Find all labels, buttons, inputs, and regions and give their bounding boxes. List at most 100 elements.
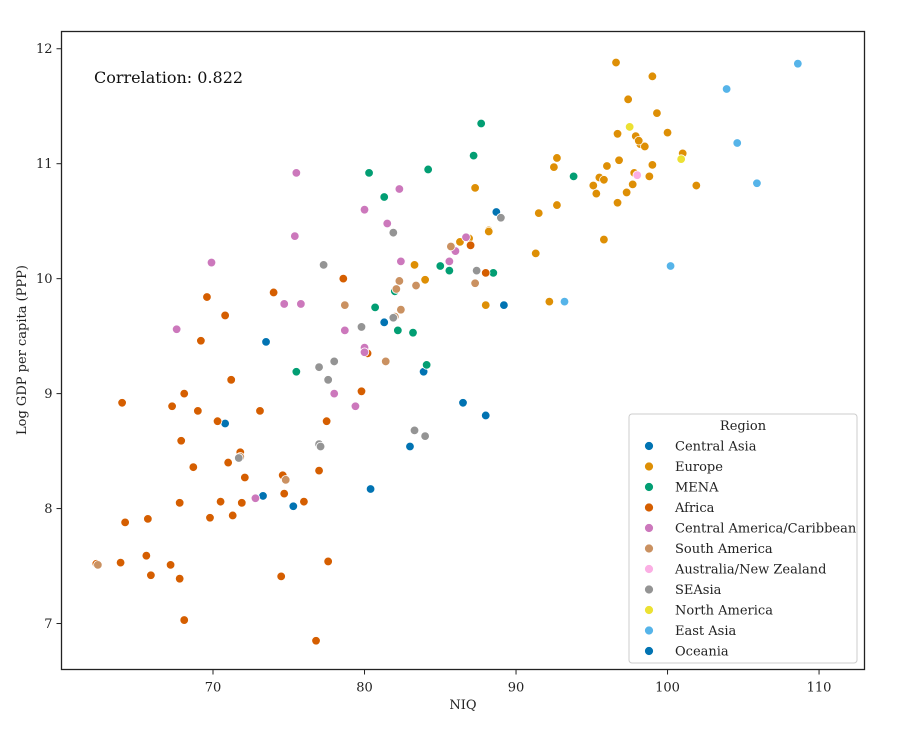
data-point bbox=[405, 441, 415, 452]
data-point bbox=[379, 192, 389, 202]
y-tick-label: 10 bbox=[36, 272, 53, 287]
data-point bbox=[359, 347, 370, 357]
legend-label: Australia/New Zealand bbox=[674, 563, 826, 578]
data-point bbox=[240, 472, 250, 483]
data-point bbox=[409, 425, 420, 436]
data-point bbox=[602, 161, 612, 171]
data-point bbox=[146, 570, 156, 580]
legend-label: Europe bbox=[675, 460, 723, 475]
data-point bbox=[552, 200, 562, 210]
data-point bbox=[340, 325, 350, 336]
legend-marker bbox=[644, 543, 654, 554]
legend-marker bbox=[644, 482, 654, 492]
data-point bbox=[481, 300, 491, 310]
data-point bbox=[212, 416, 223, 426]
data-point bbox=[288, 501, 299, 511]
legend-marker bbox=[644, 625, 654, 636]
data-point bbox=[188, 462, 199, 472]
data-point bbox=[176, 436, 186, 446]
data-point bbox=[234, 453, 244, 463]
data-point bbox=[268, 287, 279, 298]
data-point bbox=[255, 406, 265, 416]
legend-label: East Asia bbox=[675, 624, 736, 639]
data-point bbox=[471, 265, 482, 276]
data-point bbox=[552, 153, 562, 163]
data-point bbox=[599, 175, 609, 185]
x-tick-label: 70 bbox=[205, 681, 222, 696]
data-point bbox=[228, 510, 238, 521]
data-point bbox=[196, 336, 206, 346]
legend-label: Oceania bbox=[675, 645, 729, 660]
data-point bbox=[179, 388, 189, 399]
legend-label: North America bbox=[675, 604, 773, 619]
data-point bbox=[299, 496, 309, 507]
data-point bbox=[279, 299, 289, 309]
data-point bbox=[481, 268, 491, 278]
y-tick-label: 8 bbox=[44, 502, 52, 517]
data-point bbox=[323, 375, 333, 385]
data-point bbox=[381, 356, 391, 367]
data-point bbox=[223, 457, 233, 468]
data-point bbox=[179, 615, 189, 625]
x-axis-label: NIQ bbox=[449, 698, 476, 713]
data-point bbox=[496, 213, 506, 223]
data-point bbox=[314, 465, 324, 476]
data-point bbox=[484, 226, 494, 237]
legend-marker bbox=[644, 584, 654, 595]
data-point bbox=[470, 183, 480, 193]
data-point bbox=[215, 496, 226, 507]
data-point bbox=[476, 118, 486, 129]
data-point bbox=[220, 310, 230, 321]
data-point bbox=[340, 300, 350, 310]
data-point bbox=[279, 488, 289, 499]
data-point bbox=[394, 276, 405, 286]
data-point bbox=[117, 398, 127, 408]
data-point bbox=[321, 416, 332, 426]
data-point bbox=[323, 556, 333, 567]
data-point bbox=[311, 636, 321, 646]
data-point bbox=[393, 325, 403, 336]
data-point bbox=[206, 257, 217, 268]
data-point bbox=[470, 278, 480, 288]
data-point bbox=[379, 317, 389, 328]
data-point bbox=[261, 337, 271, 347]
data-point bbox=[591, 188, 602, 199]
data-point bbox=[409, 260, 420, 270]
data-point bbox=[350, 401, 361, 411]
data-point bbox=[296, 299, 306, 309]
data-point bbox=[356, 386, 367, 397]
data-point bbox=[120, 517, 130, 528]
data-point bbox=[465, 240, 476, 251]
data-point bbox=[421, 360, 432, 370]
data-point bbox=[165, 560, 176, 570]
legend-label: SEAsia bbox=[675, 583, 722, 598]
data-point bbox=[365, 484, 376, 494]
legend-marker bbox=[644, 523, 654, 533]
data-point bbox=[291, 168, 302, 178]
y-tick-label: 9 bbox=[44, 387, 52, 402]
data-point bbox=[623, 94, 633, 105]
data-point bbox=[793, 58, 803, 69]
data-point bbox=[356, 322, 367, 332]
data-point bbox=[314, 362, 324, 372]
data-point bbox=[458, 398, 468, 408]
data-point bbox=[468, 150, 479, 161]
data-point bbox=[588, 180, 598, 191]
data-point bbox=[752, 178, 762, 188]
axis-ticks: 70 80 90 100 110 7 8 9 10 11 12 bbox=[36, 42, 832, 695]
data-point bbox=[315, 441, 326, 452]
x-tick-label: 110 bbox=[807, 681, 832, 696]
y-tick-label: 11 bbox=[36, 157, 53, 172]
data-point bbox=[388, 227, 399, 238]
data-point bbox=[174, 498, 185, 508]
data-point bbox=[644, 171, 655, 182]
data-point bbox=[396, 256, 406, 267]
data-point bbox=[676, 154, 686, 164]
data-point bbox=[411, 280, 421, 291]
data-point bbox=[559, 296, 570, 307]
data-point bbox=[461, 232, 471, 242]
legend-marker bbox=[644, 502, 654, 513]
data-point bbox=[290, 231, 300, 241]
data-point bbox=[329, 356, 339, 367]
data-point bbox=[627, 179, 638, 190]
